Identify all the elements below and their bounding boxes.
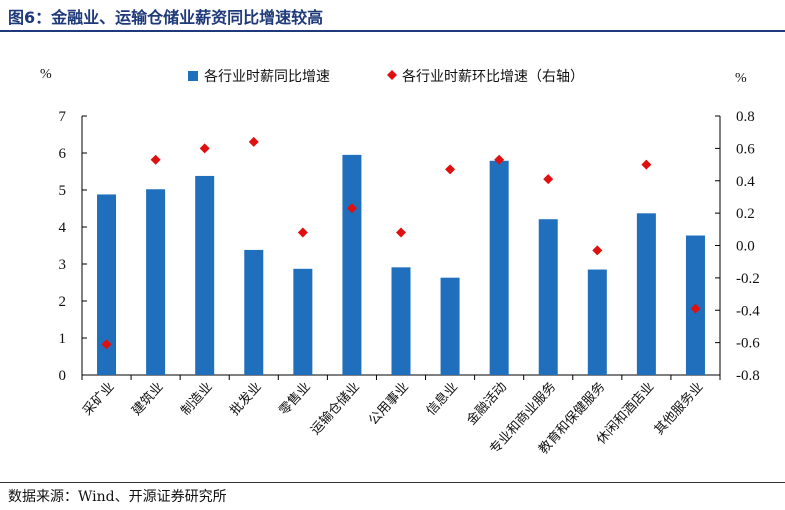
- bar-scatter-chart: 01234567-0.8-0.6-0.4-0.20.00.20.40.60.8 …: [40, 67, 760, 457]
- category-label: 零售业: [276, 379, 314, 419]
- category-label: 制造业: [178, 380, 215, 419]
- right-tick-label: 0.2: [736, 206, 755, 222]
- scatter-point: [101, 339, 112, 350]
- scatter-point: [297, 227, 308, 238]
- scatter-point: [150, 154, 161, 165]
- category-label: 金融活动: [463, 379, 510, 428]
- scatter-point: [592, 245, 603, 256]
- right-axis-unit: %: [735, 71, 747, 86]
- left-tick-label: 7: [59, 109, 67, 125]
- legend-marker-label: 各行业时薪环比增速（右轴）: [402, 69, 584, 85]
- bar: [146, 189, 166, 375]
- category-label: 批发业: [227, 379, 265, 419]
- category-label: 采矿业: [80, 380, 117, 419]
- category-label: 其他服务业: [651, 379, 706, 438]
- scatter-point: [690, 303, 701, 314]
- left-tick-label: 0: [59, 368, 67, 384]
- source-note: 数据来源：Wind、开源证券研究所: [8, 489, 227, 505]
- right-tick-label: -0.8: [736, 368, 760, 384]
- left-tick-label: 2: [59, 294, 67, 310]
- figure-title: 图6：金融业、运输仓储业薪资同比增速较高: [8, 8, 324, 27]
- left-tick-label: 1: [59, 331, 67, 347]
- scatter-point: [346, 203, 357, 214]
- scatter-point: [445, 164, 456, 175]
- left-tick-label: 6: [59, 146, 67, 162]
- bar: [97, 194, 117, 375]
- title-divider: [0, 30, 785, 32]
- right-tick-label: -0.6: [736, 336, 760, 352]
- bar: [195, 175, 215, 375]
- source-divider: [0, 482, 785, 483]
- right-tick-label: -0.4: [736, 303, 760, 319]
- bar: [636, 213, 656, 375]
- bar-series: [97, 154, 705, 375]
- category-label: 信息业: [423, 379, 461, 419]
- bar: [244, 249, 264, 375]
- bar: [342, 154, 362, 375]
- scatter-point: [199, 143, 210, 154]
- legend-bar-swatch: [188, 71, 198, 81]
- category-label: 运输仓储业: [308, 379, 363, 438]
- legend-bar-label: 各行业时薪同比增速: [204, 69, 330, 85]
- right-tick-label: 0.6: [736, 141, 755, 157]
- category-label: 建筑业: [129, 379, 167, 419]
- scatter-point: [396, 227, 406, 238]
- legend-marker-swatch: [387, 70, 397, 80]
- right-tick-label: -0.2: [736, 271, 760, 287]
- category-label: 公用事业: [366, 380, 412, 429]
- chart-legend: 各行业时薪同比增速 各行业时薪环比增速（右轴）: [188, 69, 584, 85]
- bar: [489, 160, 509, 375]
- left-tick-label: 5: [59, 183, 67, 199]
- scatter-point: [543, 174, 554, 185]
- right-tick-label: 0.8: [736, 109, 755, 125]
- bar: [440, 277, 460, 375]
- bar: [293, 268, 313, 375]
- right-tick-label: 0.0: [736, 239, 755, 255]
- marker-series: [101, 136, 701, 350]
- scatter-point: [641, 159, 652, 170]
- scatter-point: [494, 154, 505, 165]
- left-axis-unit: %: [40, 67, 52, 82]
- bar: [587, 269, 607, 375]
- left-tick-label: 4: [59, 220, 67, 236]
- scatter-point: [248, 136, 259, 147]
- right-tick-label: 0.4: [736, 174, 755, 190]
- left-tick-label: 3: [59, 257, 67, 273]
- bar: [538, 219, 558, 375]
- bar: [391, 267, 411, 375]
